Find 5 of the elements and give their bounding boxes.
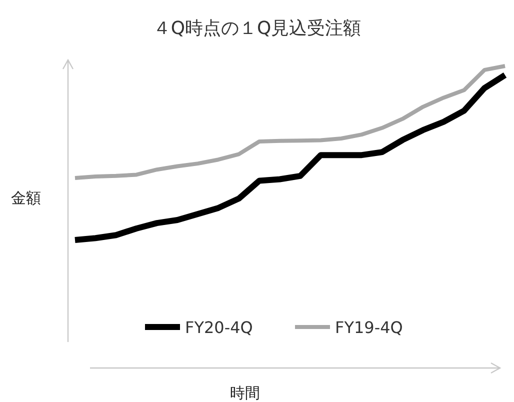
chart-title: ４Q時点の１Q見込受注額 [152,18,362,39]
legend-label: FY19-4Q [335,318,403,337]
x-axis-title: 時間 [230,384,260,402]
y-axis-title: 金額 [11,189,41,207]
legend-label: FY20-4Q [185,318,253,337]
